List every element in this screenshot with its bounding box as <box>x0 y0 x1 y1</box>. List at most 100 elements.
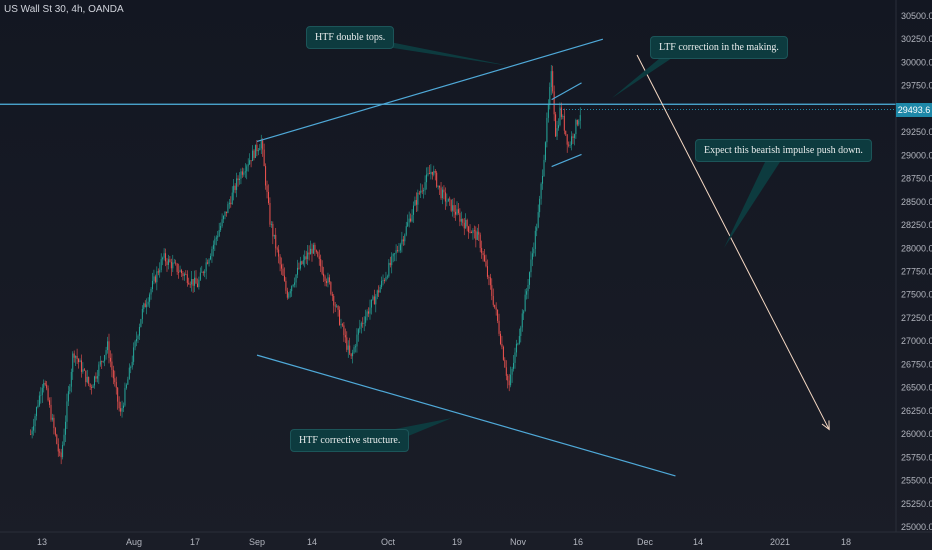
candle-body <box>528 272 530 285</box>
candle-body <box>339 309 341 325</box>
ltf-lower-channel-line[interactable] <box>551 153 582 168</box>
drawing-layer <box>0 38 896 477</box>
candle-body <box>476 231 478 240</box>
time-tick-label: 18 <box>841 537 851 547</box>
candle-body <box>85 370 87 383</box>
candle-body <box>40 394 42 396</box>
candle-body <box>266 185 268 192</box>
callout-htf-corrective[interactable]: HTF corrective structure. <box>290 429 410 452</box>
candle-body <box>285 280 287 291</box>
candle-body <box>33 426 35 431</box>
candle-body <box>472 230 474 234</box>
candle-body <box>478 231 480 235</box>
price-axis[interactable]: 30500.030250.030000.029750.029500.029250… <box>895 0 932 532</box>
candle-body <box>552 71 554 92</box>
ltf-upper-channel-line[interactable] <box>551 82 582 101</box>
candle-body <box>209 256 211 260</box>
candle-body <box>114 378 116 383</box>
candle-body <box>385 277 387 281</box>
projection-arrow[interactable] <box>636 54 830 430</box>
candle-body <box>43 382 45 388</box>
candle-body <box>166 261 168 265</box>
htf-upper-channel-line[interactable] <box>256 38 604 143</box>
candle-body <box>59 451 61 453</box>
htf-lower-channel-line[interactable] <box>256 354 676 477</box>
candle-body <box>321 266 323 274</box>
candle-body <box>118 401 120 409</box>
candle-body <box>507 375 509 381</box>
candle-body <box>218 230 220 237</box>
candle-body <box>160 259 162 271</box>
time-axis[interactable]: 13 Aug 17 Sep 14 Oct 19 Nov 16 Dec 14 2021 18 <box>0 531 932 547</box>
price-tick-label: 27500.0 <box>901 290 932 300</box>
candle-body <box>122 405 124 409</box>
chart-title: US Wall St 30, 4h, OANDA <box>4 4 124 15</box>
candle-body <box>430 171 432 174</box>
candle-body <box>530 259 532 273</box>
candle-body <box>305 256 307 260</box>
time-tick-label: Aug <box>126 537 142 547</box>
candle-body <box>456 209 458 215</box>
candle-body <box>542 176 544 184</box>
candle-body <box>92 385 94 388</box>
candle-body <box>60 452 62 458</box>
candle-body <box>311 248 313 254</box>
candle-body <box>539 198 541 213</box>
candle-body <box>518 336 520 344</box>
candle-body <box>317 251 319 257</box>
candle-body <box>37 405 39 408</box>
candle-body <box>102 361 104 362</box>
candle-body <box>295 274 297 283</box>
candle-body <box>262 140 264 150</box>
candle-body <box>360 323 362 327</box>
candle-body <box>333 295 335 306</box>
callout-bearish-impulse[interactable]: Expect this bearish impulse push down. <box>695 139 872 162</box>
candle-body <box>124 388 126 406</box>
callout-ltf-correction[interactable]: LTF correction in the making. <box>650 36 788 59</box>
candle-body <box>188 282 190 285</box>
candle-body <box>379 287 381 293</box>
time-tick-label: Sep <box>249 537 265 547</box>
candle-body <box>254 144 256 158</box>
candle-body <box>150 289 152 295</box>
callout-pointer-double-tops <box>370 38 510 66</box>
candle-body <box>111 361 113 370</box>
callout-htf-double-tops[interactable]: HTF double tops. <box>306 26 395 49</box>
candle-body <box>328 277 330 283</box>
candle-body <box>444 192 446 202</box>
candle-body <box>214 238 216 245</box>
candle-body <box>524 294 526 312</box>
candle-body <box>378 290 380 293</box>
candle-body <box>144 303 146 308</box>
candle-body <box>498 320 500 334</box>
candle-body <box>70 371 72 387</box>
candle-body <box>252 150 254 162</box>
callout-pointer-bearish <box>724 162 780 248</box>
candle-body <box>536 227 538 231</box>
candle-body <box>521 313 523 328</box>
price-tick-label: 29750.0 <box>901 81 932 91</box>
candle-body <box>510 374 512 386</box>
candle-body <box>72 353 74 372</box>
candle-body <box>109 357 111 362</box>
candle-body <box>412 205 414 215</box>
candle-body <box>320 259 322 267</box>
time-tick-label: 14 <box>307 537 317 547</box>
candle-body <box>557 125 559 129</box>
candle-body <box>194 277 196 286</box>
candle-body <box>46 384 48 389</box>
candle-body <box>395 250 397 254</box>
candle-body <box>411 214 413 222</box>
candle-body <box>572 136 574 138</box>
candle-body <box>404 234 406 242</box>
candle-body <box>349 345 351 354</box>
candle-body <box>447 198 449 202</box>
candle-body <box>83 369 85 371</box>
candle-body <box>410 218 412 222</box>
time-tick-label: Oct <box>381 537 396 547</box>
candle-body <box>221 219 223 227</box>
candle-body <box>204 271 206 273</box>
candle-body <box>452 205 454 211</box>
candle-body <box>96 376 98 379</box>
